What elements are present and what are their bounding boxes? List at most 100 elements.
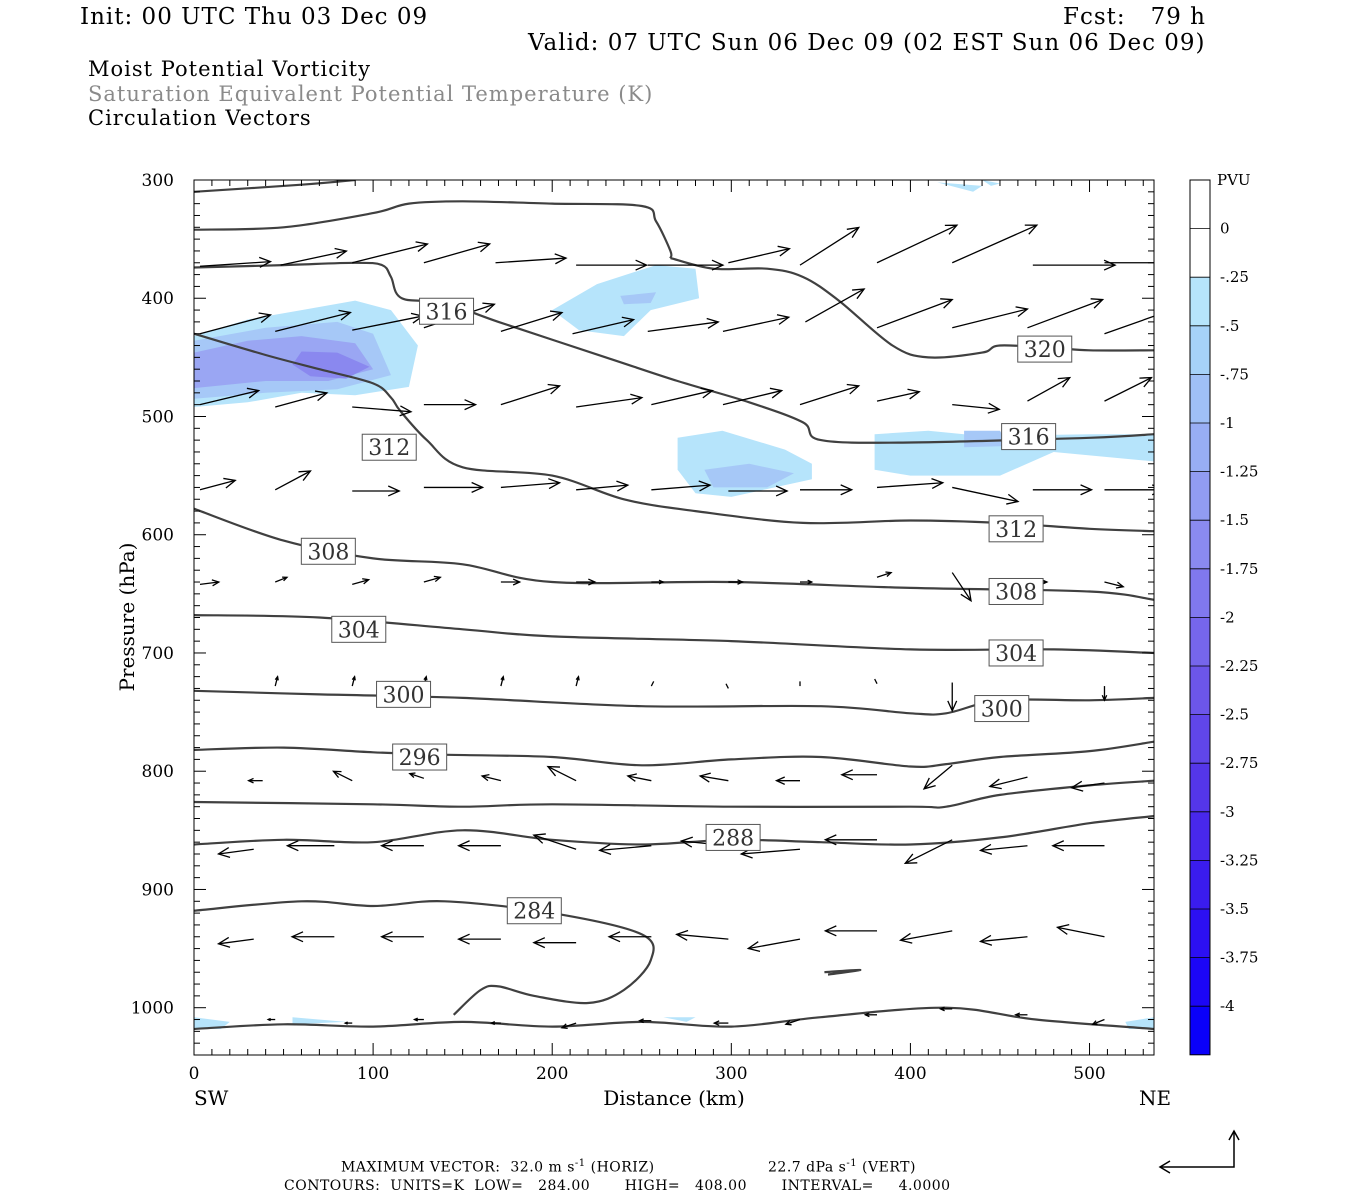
- circulation-vector: [1104, 581, 1125, 589]
- circulation-vector: [572, 316, 636, 335]
- pv-region: [1125, 1017, 1154, 1029]
- colorbar-level-label: -4: [1220, 997, 1235, 1015]
- circulation-vector: [638, 1018, 652, 1024]
- circulation-vector: [199, 256, 273, 268]
- colorbar-level-label: -3.25: [1220, 851, 1258, 869]
- circulation-vector: [805, 288, 866, 323]
- svg-text:312: 312: [368, 436, 410, 461]
- svg-text:312: 312: [995, 518, 1037, 543]
- circulation-vector: [495, 253, 568, 265]
- svg-text:308: 308: [307, 540, 349, 565]
- circulation-vector: [275, 390, 329, 408]
- x-tick-label: 200: [536, 1064, 568, 1084]
- colorbar-level-label: -3.5: [1220, 900, 1249, 918]
- pv-region: [964, 430, 1009, 448]
- circulation-vector: [876, 477, 945, 490]
- pv-region: [704, 463, 794, 488]
- circulation-vector: [576, 578, 597, 586]
- circulation-vector: [951, 572, 972, 603]
- colorbar-title: PVU: [1217, 171, 1251, 189]
- circulation-vector: [784, 1018, 801, 1026]
- circulation-vector: [408, 772, 425, 779]
- theta-es-contour: [194, 200, 673, 259]
- circulation-vector: [1027, 298, 1105, 329]
- svg-text:316: 316: [1008, 426, 1050, 451]
- contour-label: 284: [506, 897, 562, 925]
- colorbar-level-label: -2: [1220, 608, 1235, 626]
- circulation-vector: [199, 312, 273, 335]
- pv-region: [292, 351, 370, 379]
- colorbar-level-label: -2.75: [1220, 754, 1258, 772]
- circulation-vector: [725, 683, 729, 689]
- circulation-vector: [728, 579, 745, 585]
- circulation-vector: [874, 678, 878, 685]
- init-time: Init: 00 UTC Thu 03 Dec 09: [80, 4, 429, 30]
- circulation-vector: [722, 387, 784, 406]
- y-tick-label: 800: [142, 762, 174, 782]
- contour-label: 300: [974, 695, 1030, 723]
- circulation-vector: [650, 681, 655, 687]
- field-title-theta-es: Saturation Equivalent Potential Temperat…: [88, 82, 654, 106]
- circulation-vector: [266, 1017, 276, 1022]
- colorbar-level-label: -1.5: [1220, 511, 1249, 529]
- pv-region: [982, 180, 1000, 186]
- circulation-vector: [500, 478, 562, 490]
- circulation-vector: [576, 259, 649, 271]
- circulation-vector: [626, 773, 652, 782]
- circulation-vector: [247, 777, 263, 784]
- theta-es-contour: [194, 900, 655, 1016]
- circulation-vector: [876, 571, 893, 578]
- circulation-vector: [722, 314, 791, 332]
- forecast-hour: Fcst: 79 h: [1063, 4, 1206, 30]
- pv-region: [292, 1017, 347, 1025]
- circulation-vector: [216, 936, 254, 948]
- circulation-vector: [290, 931, 335, 943]
- svg-text:304: 304: [338, 618, 380, 643]
- circulation-vector: [799, 383, 861, 406]
- svg-text:300: 300: [383, 683, 425, 708]
- circulation-vector: [576, 480, 630, 492]
- circulation-vector: [952, 486, 1020, 505]
- contour-label: 308: [300, 537, 356, 565]
- y-tick-label: 500: [142, 407, 174, 427]
- circulation-vector: [275, 309, 352, 332]
- circulation-vector: [500, 675, 505, 687]
- x-end-label-ne: NE: [1139, 1086, 1171, 1110]
- svg-text:304: 304: [995, 642, 1037, 667]
- y-tick-label: 700: [142, 644, 174, 664]
- circulation-vector: [951, 224, 1039, 264]
- contour-label: 288: [705, 823, 761, 851]
- circulation-vector: [500, 310, 564, 332]
- y-tick-label: 900: [142, 880, 174, 900]
- y-tick-label: 300: [142, 171, 174, 191]
- field-title-mpv: Moist Potential Vorticity: [88, 57, 371, 81]
- colorbar-swatch: [1190, 714, 1210, 764]
- colorbar-swatch: [1190, 520, 1210, 569]
- colorbar-swatch: [1190, 763, 1210, 812]
- circulation-vector: [560, 1022, 577, 1029]
- x-tick-label: 500: [1073, 1064, 1105, 1084]
- circulation-vector: [489, 1021, 501, 1026]
- colorbar-swatch: [1190, 325, 1210, 375]
- circulation-vector: [1104, 484, 1154, 496]
- circulation-vector: [876, 388, 921, 402]
- contour-label: 304: [988, 639, 1044, 667]
- colorbar-level-label: -2.5: [1220, 706, 1249, 724]
- circulation-vector: [1032, 484, 1094, 496]
- circulation-vector: [280, 247, 348, 266]
- circulation-vector: [922, 764, 953, 790]
- contour-label: 320: [1017, 335, 1073, 363]
- circulation-vector: [1027, 376, 1072, 402]
- circulation-vector: [480, 774, 502, 782]
- circulation-vector: [457, 840, 501, 852]
- circulation-vector: [952, 306, 1029, 329]
- contour-label: 312: [988, 515, 1044, 543]
- colorbar-swatch: [1190, 277, 1210, 326]
- theta-es-contour: [194, 1006, 1154, 1031]
- contour-label: 308: [988, 577, 1044, 605]
- circulation-vector: [423, 399, 478, 411]
- circulation-vector: [379, 840, 424, 852]
- circulation-vector: [988, 776, 1028, 790]
- svg-text:316: 316: [426, 300, 468, 325]
